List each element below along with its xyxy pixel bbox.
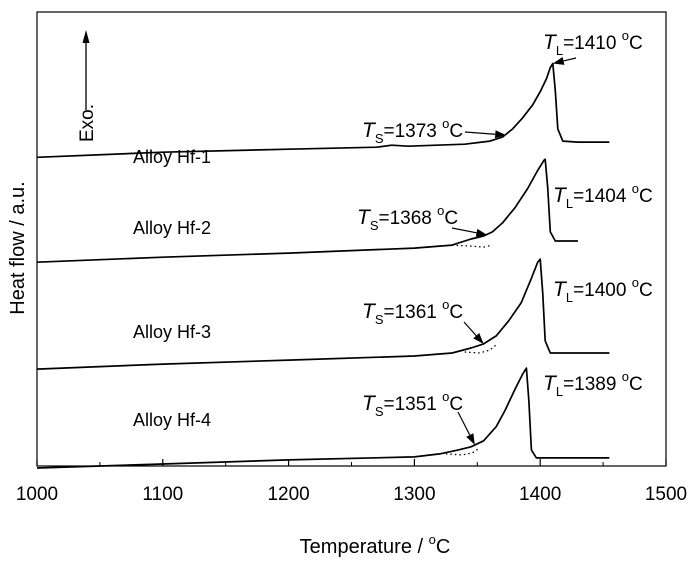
arrow-hf2-ts-shaft	[451, 227, 477, 234]
x-axis-title-unit: C	[436, 536, 450, 558]
annotation-arrows	[451, 57, 577, 445]
alloy-label-hf2: Alloy Hf-2	[133, 218, 211, 238]
svg-text:TS=1368 oC: TS=1368 oC	[357, 203, 458, 233]
x-tick-label: 1200	[267, 484, 309, 505]
dsc-curve-hf3	[36, 258, 610, 370]
arrow-hf2-ts	[451, 227, 488, 237]
alloy-label-hf3: Alloy Hf-3	[133, 322, 211, 342]
svg-text:TL=1400 oC: TL=1400 oC	[553, 275, 653, 305]
x-tick-label: 1300	[393, 484, 435, 505]
x-tick-label: 1000	[16, 484, 58, 505]
arrow-hf1-ts	[464, 130, 507, 139]
x-tick-label: 1400	[519, 484, 561, 505]
dsc-curve-hf1	[36, 62, 610, 159]
exo-arrow-head	[82, 30, 90, 43]
baseline-extrapolation-hf2	[452, 244, 493, 248]
svg-text:TL=1389 oC: TL=1389 oC	[543, 369, 643, 399]
y-axis-title: Heat flow / a.u.	[7, 181, 29, 314]
x-axis-title: Temperature / oC	[300, 532, 451, 558]
svg-text:TS=1351 oC: TS=1351 oC	[362, 389, 463, 419]
arrow-hf3-ts-shaft	[463, 321, 477, 337]
arrow-hf1-ts-shaft	[464, 131, 496, 135]
svg-text:TL=1404 oC: TL=1404 oC	[553, 181, 653, 211]
dsc-curve-hf4	[36, 367, 610, 469]
arrow-hf3-ts-head	[473, 333, 484, 344]
x-axis-title-main: Temperature /	[300, 536, 429, 558]
annotation-hf2-ts: TS=1368 oC	[357, 203, 458, 233]
svg-text:TS=1373 oC: TS=1373 oC	[362, 116, 463, 146]
annotation-hf1-tl: TL=1410 oC	[543, 28, 643, 58]
annotation-hf4-ts: TS=1351 oC	[362, 389, 463, 419]
annotation-hf3-tl: TL=1400 oC	[553, 275, 653, 305]
dsc-curve-hf2	[36, 158, 578, 264]
arrow-hf4-ts-head	[466, 433, 475, 445]
annotation-hf4-tl: TL=1389 oC	[543, 369, 643, 399]
arrow-hf1-tl-head	[552, 57, 565, 65]
arrow-hf4-ts	[457, 411, 475, 445]
plot-area-frame	[36, 11, 667, 467]
dsc-curves	[36, 62, 610, 469]
annotation-hf3-ts: TS=1361 oC	[362, 297, 463, 327]
x-axis-title-unit-sup: o	[429, 532, 436, 547]
arrow-hf3-ts	[463, 321, 484, 344]
x-axis-ticks: 1000 1100 1200 1300 1400 1500	[16, 459, 687, 505]
x-tick-label: 1100	[142, 484, 183, 505]
exo-indicator: Exo.	[77, 30, 98, 142]
arrow-hf1-ts-head	[494, 130, 507, 139]
arrow-hf1-tl	[552, 57, 577, 65]
alloy-label-hf4: Alloy Hf-4	[133, 410, 211, 430]
alloy-label-hf1: Alloy Hf-1	[133, 147, 211, 167]
arrow-hf1-tl-shaft	[563, 57, 577, 62]
annotation-hf1-ts: TS=1373 oC	[362, 116, 463, 146]
annotation-hf2-tl: TL=1404 oC	[553, 181, 653, 211]
svg-text:TL=1410 oC: TL=1410 oC	[543, 28, 643, 58]
svg-text:TS=1361 oC: TS=1361 oC	[362, 297, 463, 327]
exo-label: Exo.	[77, 104, 98, 142]
arrow-hf2-ts-head	[475, 228, 488, 237]
x-tick-label: 1500	[645, 484, 687, 505]
arrow-hf4-ts-shaft	[457, 411, 471, 436]
